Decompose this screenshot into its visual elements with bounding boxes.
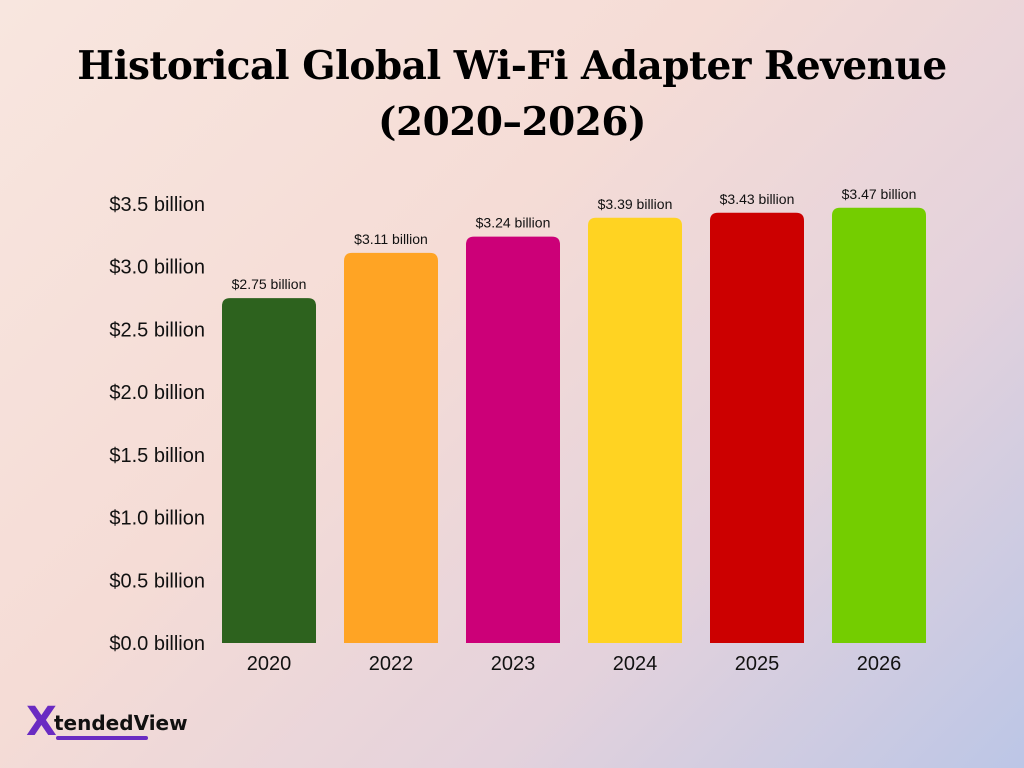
x-tick-label: 2026 (857, 653, 902, 675)
bar-2025 (710, 212, 804, 643)
y-tick-label: $1.0 billion (109, 508, 205, 530)
bar-chart: $0.0 billion $0.5 billion $1.0 billion $1.5… (109, 186, 926, 675)
y-axis: $0.0 billion $0.5 billion $1.0 billion $1.5… (109, 194, 205, 655)
bar-2024 (588, 217, 682, 643)
brand-logo: X tendedView (26, 702, 216, 746)
x-tick-label: 2020 (247, 653, 292, 675)
data-label-2023: $3.24 billion (476, 215, 551, 231)
logo-text-end: View (133, 711, 188, 735)
y-tick-label: $0.0 billion (109, 633, 205, 655)
y-tick-label: $3.5 billion (109, 194, 205, 216)
x-tick-label: 2022 (369, 653, 414, 675)
logo-text: tendedView (54, 712, 188, 734)
data-labels: $2.75 billion $3.11 billion $3.24 billion $… (232, 186, 917, 292)
bar-2023 (466, 236, 560, 643)
x-tick-label: 2023 (491, 653, 536, 675)
y-tick-label: $2.5 billion (109, 319, 205, 341)
data-label-2022: $3.11 billion (354, 231, 428, 247)
data-label-2020: $2.75 billion (232, 276, 307, 292)
bars (222, 207, 926, 643)
y-tick-label: $2.0 billion (109, 382, 205, 404)
x-axis: 2020 2022 2023 2024 2025 2026 (247, 653, 902, 675)
data-label-2026: $3.47 billion (842, 186, 917, 202)
logo-mark: X (26, 699, 57, 745)
chart-title: Historical Global Wi-Fi Adapter Revenue … (77, 43, 947, 145)
logo-underline (56, 736, 148, 740)
bar-2020 (222, 298, 316, 643)
logo-text-main: tended (54, 711, 134, 735)
y-tick-label: $1.5 billion (109, 445, 205, 467)
y-tick-label: $0.5 billion (109, 570, 205, 592)
x-tick-label: 2024 (613, 653, 658, 675)
bar-2022 (344, 252, 438, 643)
data-label-2025: $3.43 billion (720, 191, 795, 207)
y-tick-label: $3.0 billion (109, 257, 205, 279)
x-tick-label: 2025 (735, 653, 780, 675)
data-label-2024: $3.39 billion (598, 196, 673, 212)
bar-2026 (832, 207, 926, 643)
